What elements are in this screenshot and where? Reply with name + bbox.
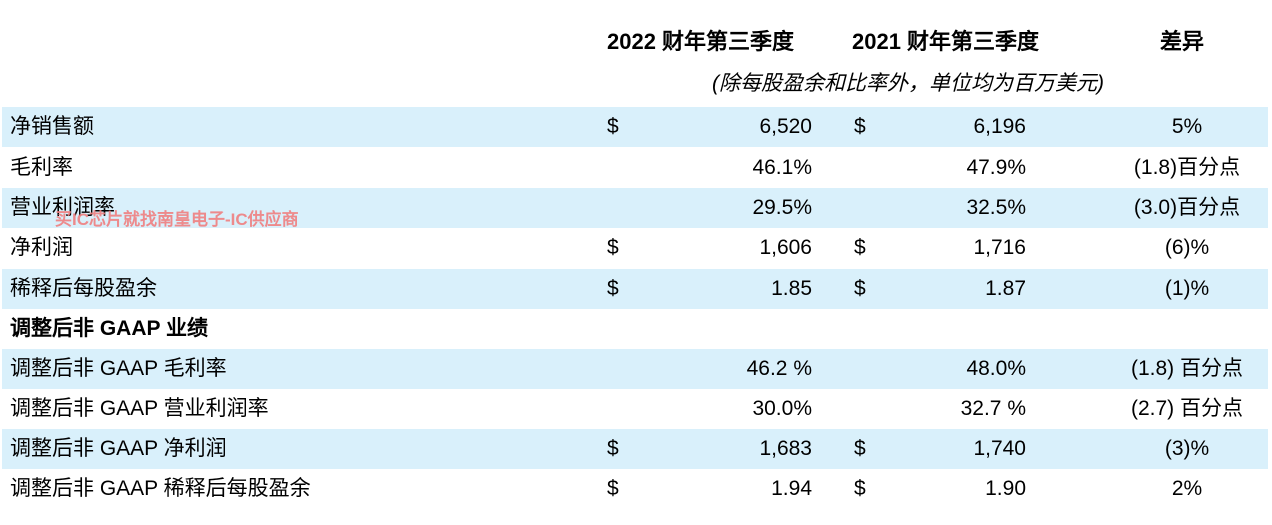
currency-symbol: $ [607, 437, 619, 460]
value-difference: (2.7) 百分点 [1130, 397, 1243, 420]
value-fy2021: 1.90 [985, 477, 1026, 500]
value-difference: (1)% [1164, 277, 1210, 300]
value-difference: 2% [1171, 477, 1203, 500]
value-difference: (1.8) 百分点 [1130, 357, 1243, 380]
row-label: 调整后非 GAAP 营业利润率 [10, 397, 269, 420]
currency-symbol: $ [607, 115, 619, 138]
value-fy2021: 1.87 [985, 277, 1026, 300]
row-label: 营业利润率 [10, 196, 115, 219]
currency-symbol: $ [607, 277, 619, 300]
table-row: 稀释后每股盈余 $ 1.85 $ 1.87 (1)% [2, 269, 1268, 309]
currency-symbol: $ [854, 236, 866, 259]
row-label: 调整后非 GAAP 稀释后每股盈余 [10, 477, 311, 500]
section-heading: 调整后非 GAAP 业绩 [10, 317, 208, 340]
value-fy2022: 29.5% [752, 196, 812, 219]
value-fy2022: 6,520 [759, 115, 812, 138]
value-difference: (6)% [1164, 236, 1210, 259]
section-heading-row: 调整后非 GAAP 业绩 [2, 309, 1268, 349]
table-row: 调整后非 GAAP 稀释后每股盈余 $ 1.94 $ 1.90 2% [2, 469, 1268, 509]
column-header-fy2021-q3: 2021 财年第三季度 [852, 29, 1040, 54]
value-fy2021: 47.9% [966, 156, 1026, 179]
value-fy2021: 1,740 [973, 437, 1026, 460]
table-row: 调整后非 GAAP 营业利润率 30.0% 32.7 % (2.7) 百分点 [2, 389, 1268, 429]
currency-symbol: $ [854, 115, 866, 138]
table-row: 调整后非 GAAP 毛利率 46.2 % 48.0% (1.8) 百分点 [2, 349, 1268, 389]
value-difference: (1.8)百分点 [1133, 156, 1241, 179]
table-row: 营业利润率 29.5% 32.5% (3.0)百分点 [2, 188, 1268, 228]
table-row: 净销售额 $ 6,520 $ 6,196 5% [2, 107, 1268, 147]
currency-symbol: $ [854, 277, 866, 300]
value-fy2021: 32.5% [966, 196, 1026, 219]
column-header-fy2022-q3: 2022 财年第三季度 [607, 29, 795, 54]
table-row: 毛利率 46.1% 47.9% (1.8)百分点 [2, 148, 1268, 188]
value-difference: (3.0)百分点 [1133, 196, 1241, 219]
value-fy2022: 46.2 % [746, 357, 812, 380]
column-header-difference: 差异 [1160, 29, 1205, 54]
value-fy2022: 30.0% [752, 397, 812, 420]
currency-symbol: $ [854, 477, 866, 500]
watermark: 买IC芯片就找南皇电子-IC供应商 [55, 210, 299, 229]
row-label: 调整后非 GAAP 毛利率 [10, 357, 227, 380]
value-fy2022: 1.85 [771, 277, 812, 300]
value-fy2021: 32.7 % [960, 397, 1026, 420]
units-note: (除每股盈余和比率外，单位均为百万美元) [712, 72, 1104, 95]
row-label: 净销售额 [10, 115, 94, 138]
value-fy2022: 1,606 [759, 236, 812, 259]
currency-symbol: $ [607, 477, 619, 500]
row-label: 净利润 [10, 236, 73, 259]
value-difference: (3)% [1164, 437, 1210, 460]
currency-symbol: $ [854, 437, 866, 460]
table-row: 净利润 $ 1,606 $ 1,716 (6)% [2, 228, 1268, 268]
value-fy2021: 1,716 [973, 236, 1026, 259]
row-label: 毛利率 [10, 156, 73, 179]
value-fy2021: 48.0% [966, 357, 1026, 380]
value-fy2022: 1,683 [759, 437, 812, 460]
value-difference: 5% [1171, 115, 1203, 138]
table-row: 调整后非 GAAP 净利润 $ 1,683 $ 1,740 (3)% [2, 429, 1268, 469]
value-fy2021: 6,196 [973, 115, 1026, 138]
row-label: 稀释后每股盈余 [10, 277, 157, 300]
currency-symbol: $ [607, 236, 619, 259]
row-label: 调整后非 GAAP 净利润 [10, 437, 227, 460]
value-fy2022: 1.94 [771, 477, 812, 500]
value-fy2022: 46.1% [752, 156, 812, 179]
